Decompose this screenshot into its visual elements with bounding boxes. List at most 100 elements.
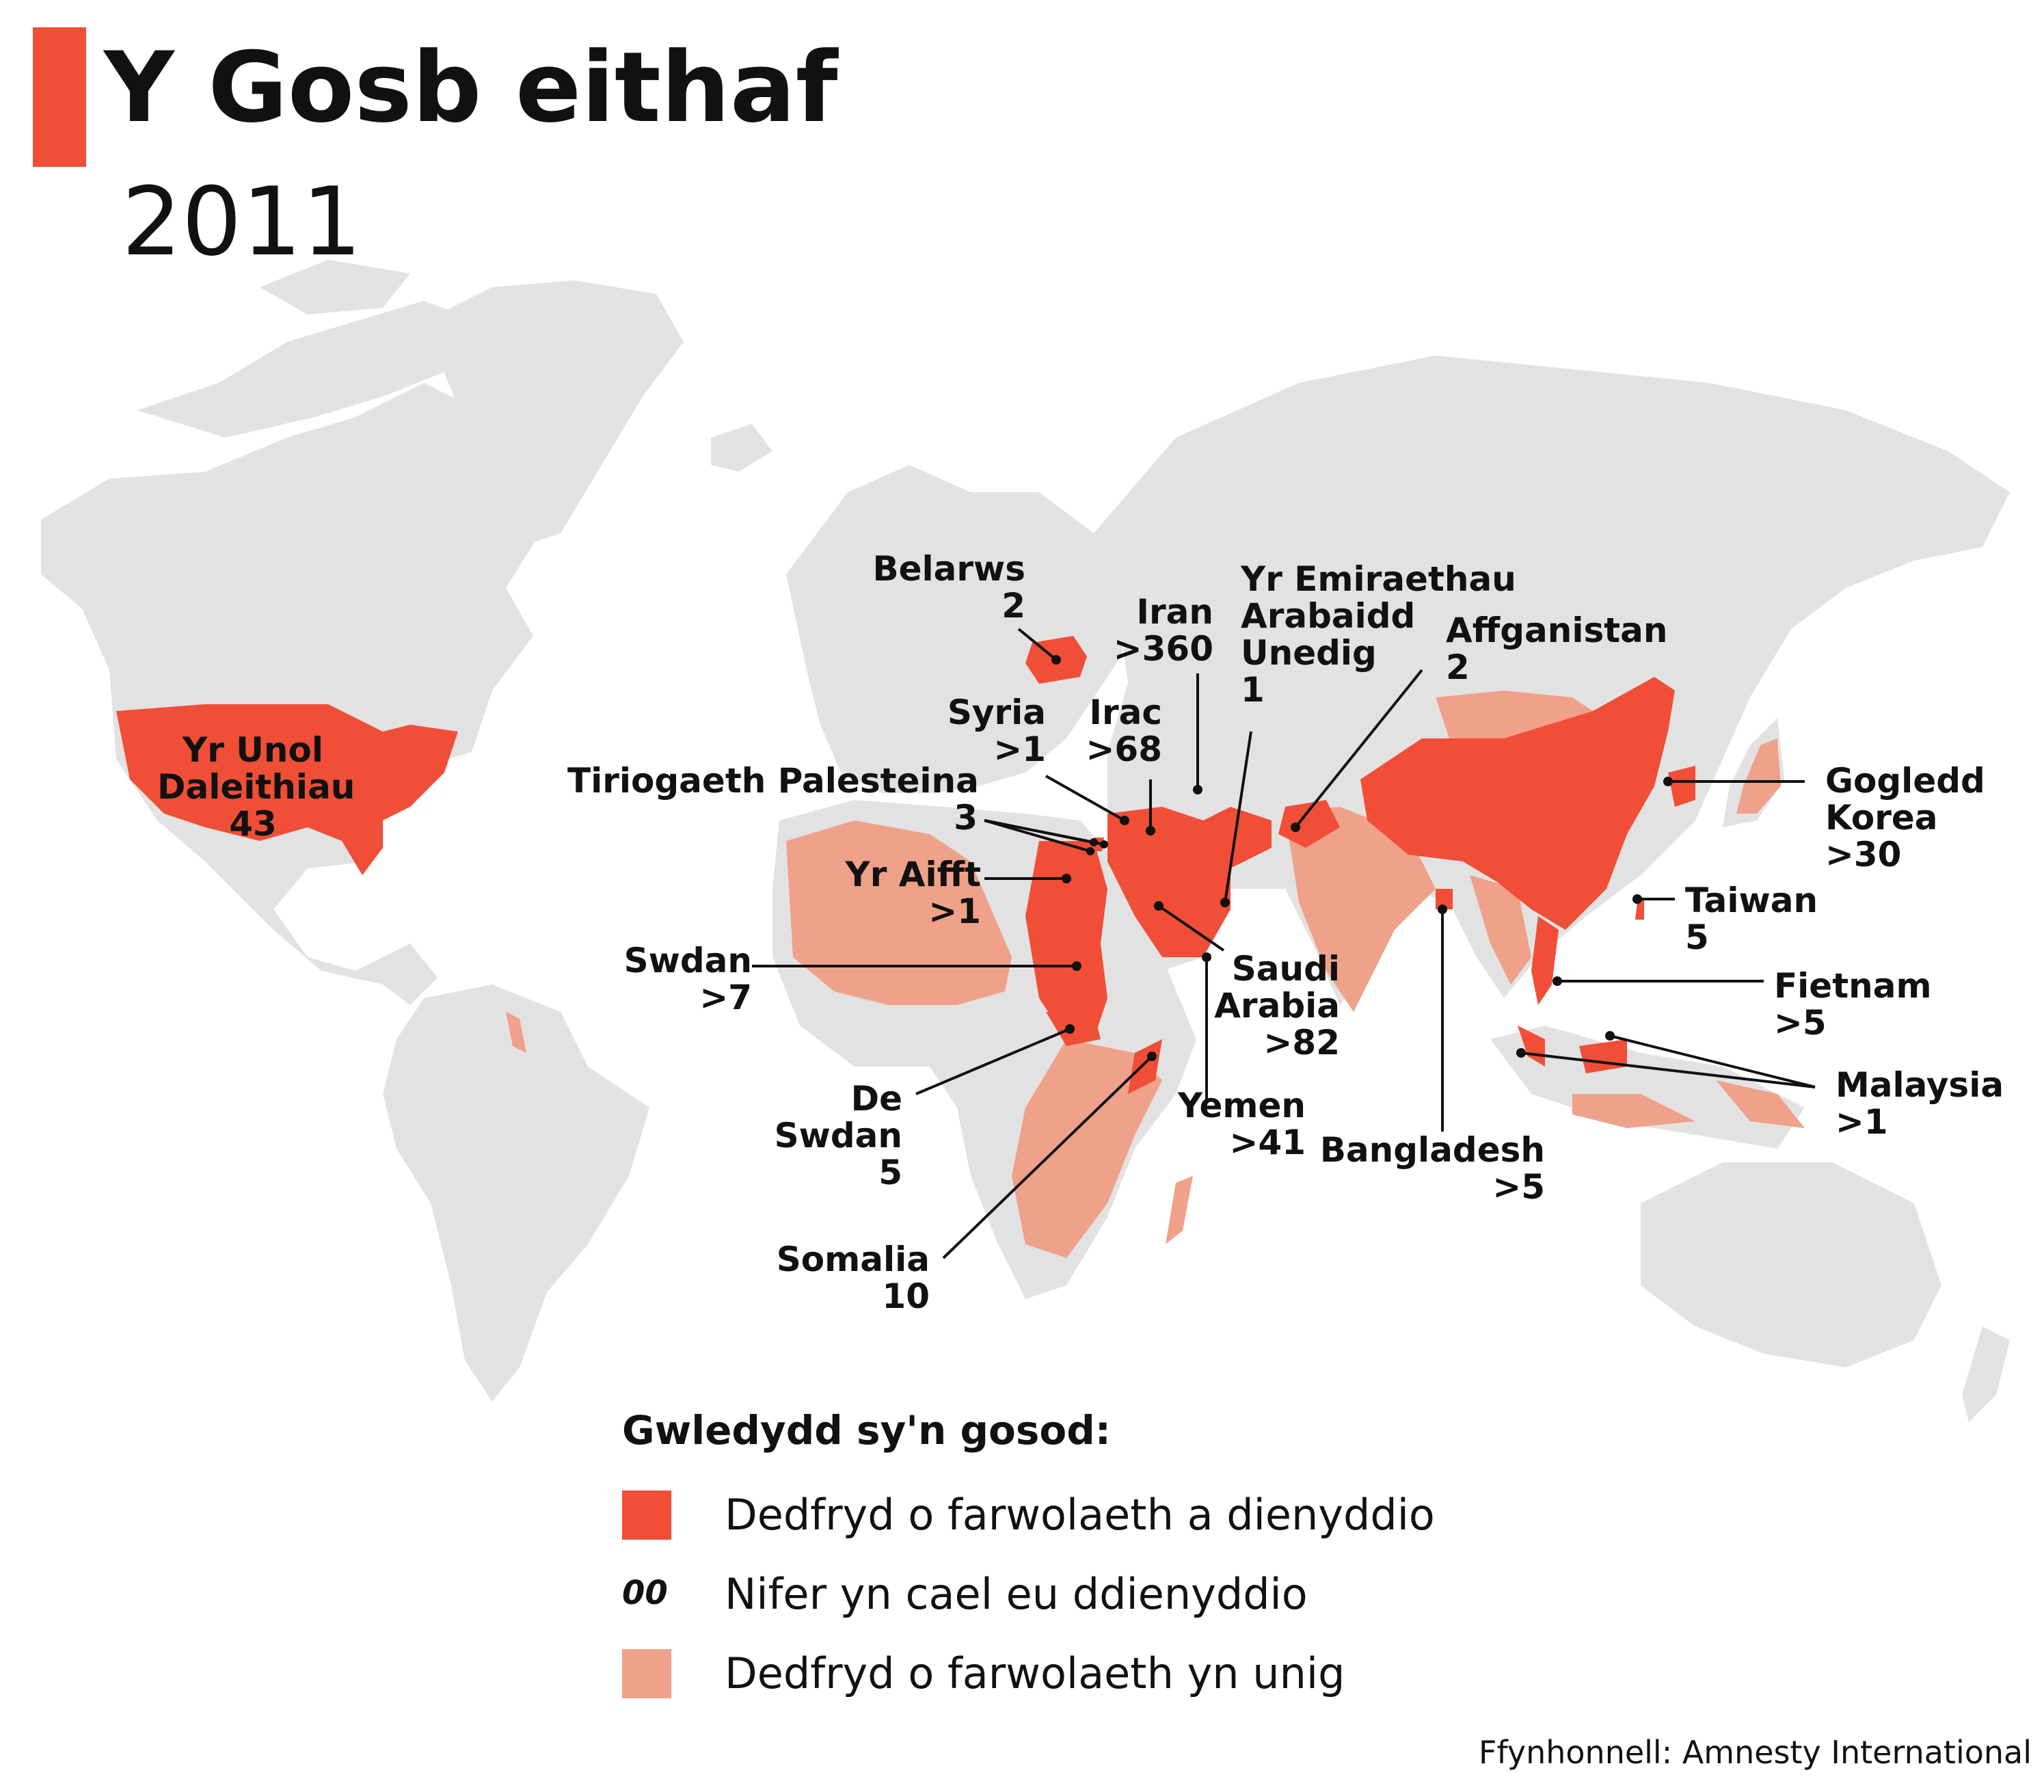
landmass-north-america	[41, 383, 540, 1005]
label-iran-value: >360	[1113, 629, 1213, 669]
leader-south-sudan	[915, 1028, 1071, 1095]
label-malaysia: Malaysia >1	[1835, 1067, 2027, 1140]
label-bangladesh-name: Bangladesh	[1319, 1130, 1545, 1170]
leader-afghanistan	[1294, 669, 1423, 829]
label-syria: Syria >1	[909, 694, 1046, 768]
label-uae-value: 1	[1241, 670, 1265, 710]
dot-egypt	[1062, 874, 1071, 883]
region-taiwan	[1635, 899, 1644, 920]
label-belarus-name: Belarws	[872, 549, 1025, 589]
landmass-south-america	[383, 985, 649, 1402]
region-vietnam	[1531, 916, 1559, 1005]
legend-swatch-executions	[622, 1490, 671, 1540]
leader-saudi	[1157, 905, 1225, 952]
dot-yemen	[1202, 952, 1211, 962]
page-subtitle-year: 2011	[122, 167, 362, 277]
leader-malaysia-1	[1520, 1052, 1816, 1088]
dot-vietnam	[1552, 976, 1562, 986]
label-usa-value: 43	[229, 804, 277, 844]
region-china	[1360, 677, 1675, 930]
region-middle-east	[1107, 807, 1272, 957]
label-north-korea-line2: Korea	[1825, 798, 1938, 838]
label-north-korea-value: >30	[1825, 835, 1902, 874]
label-south-sudan-line1: De	[850, 1079, 902, 1119]
label-syria-name: Syria	[947, 693, 1046, 732]
label-uae-line3: Unedig	[1241, 633, 1377, 673]
label-bangladesh-value: >5	[1492, 1167, 1545, 1207]
dot-iraq	[1146, 826, 1155, 835]
label-north-korea: Gogledd Korea >30	[1825, 762, 2030, 873]
label-palestine-name: Tiriogaeth Palesteina	[567, 761, 979, 801]
label-syria-value: >1	[993, 730, 1046, 769]
label-yemen-value: >41	[1229, 1123, 1306, 1162]
label-south-sudan-value: 5	[878, 1153, 902, 1192]
region-east-africa	[1012, 1039, 1162, 1258]
label-iran: Iran >360	[1066, 593, 1213, 667]
label-iraq: Irac >68	[1032, 694, 1162, 768]
dot-palestine-1	[1090, 838, 1098, 846]
legend-label-number: Nifer yn cael eu ddienyddio	[725, 1569, 1308, 1619]
label-somalia-name: Somalia	[776, 1240, 930, 1279]
region-north-korea	[1668, 766, 1695, 807]
dot-palestine-3	[1086, 847, 1094, 855]
dot-malaysia-1	[1516, 1048, 1526, 1058]
leader-malaysia-2	[1609, 1034, 1816, 1088]
label-palestine: Tiriogaeth Palesteina 3	[567, 761, 979, 838]
landmass-greenland	[424, 280, 684, 547]
legend-number-sample: 00	[622, 1574, 668, 1612]
leader-belarus	[1017, 628, 1058, 661]
legend-swatch-sentences-only	[622, 1649, 671, 1698]
region-japan	[1736, 738, 1781, 814]
death-sentence-only-countries	[506, 691, 1805, 1258]
leader-lines	[752, 628, 1816, 1259]
label-egypt-value: >1	[928, 892, 981, 931]
region-india	[1285, 807, 1436, 1012]
leader-somalia	[942, 1055, 1153, 1259]
label-iran-name: Iran	[1136, 592, 1213, 632]
label-usa: Yr Unol Daleithiau 43	[157, 732, 355, 844]
page-title: Y Gosb eithaf	[104, 31, 838, 144]
label-somalia-value: 10	[882, 1276, 930, 1316]
source-credit: Ffynhonnell: Amnesty International	[1479, 1734, 2032, 1771]
label-bangladesh: Bangladesh >5	[1285, 1132, 1545, 1205]
label-belarus-value: 2	[1001, 586, 1025, 626]
label-vietnam-value: >5	[1774, 1003, 1827, 1043]
region-egypt-sudan	[1025, 841, 1107, 1039]
region-afghanistan	[1278, 800, 1340, 848]
label-iraq-name: Irac	[1089, 693, 1162, 732]
label-uae-line1: Yr Emiraethau	[1241, 559, 1516, 599]
label-north-korea-line1: Gogledd	[1825, 761, 1985, 801]
landmass-australia	[1641, 1162, 1941, 1367]
label-saudi-line2: Arabia	[1214, 986, 1340, 1026]
label-saudi: Saudi Arabia >82	[1162, 950, 1340, 1061]
leader-palestine-2	[984, 819, 1105, 846]
label-yemen-name: Yemen	[1177, 1086, 1306, 1125]
label-taiwan: Taiwan 5	[1685, 882, 1849, 956]
region-west-africa	[786, 820, 1012, 1005]
marker-dots	[1051, 655, 1673, 1061]
label-afghanistan: Affganistan 2	[1446, 612, 1678, 686]
label-sudan-value: >7	[699, 978, 752, 1017]
label-saudi-line1: Saudi	[1231, 949, 1340, 989]
region-papua	[1716, 1080, 1805, 1128]
dot-north-korea	[1663, 777, 1673, 786]
region-bangladesh	[1436, 889, 1453, 909]
leader-palestine-3	[984, 819, 1091, 853]
landmass-new-zealand	[1962, 1326, 2010, 1422]
label-south-sudan-line2: Swdan	[774, 1116, 902, 1155]
landmass-iceland	[711, 424, 772, 472]
label-afghanistan-name: Affganistan	[1446, 611, 1668, 650]
label-saudi-value: >82	[1263, 1023, 1340, 1062]
legend-title: Gwledydd sy'n gosod:	[622, 1407, 1111, 1454]
label-uae: Yr Emiraethau Arabaidd Unedig 1	[1241, 559, 1516, 710]
label-sudan: Swdan >7	[567, 942, 752, 1016]
dot-uae	[1220, 898, 1230, 907]
landmass-britain	[813, 561, 855, 643]
dot-malaysia-2	[1605, 1031, 1615, 1041]
label-egypt: Yr Aifft >1	[786, 856, 981, 930]
label-palestine-value: 3	[954, 798, 978, 838]
dot-iran	[1193, 785, 1202, 794]
region-indochina	[1470, 875, 1531, 985]
